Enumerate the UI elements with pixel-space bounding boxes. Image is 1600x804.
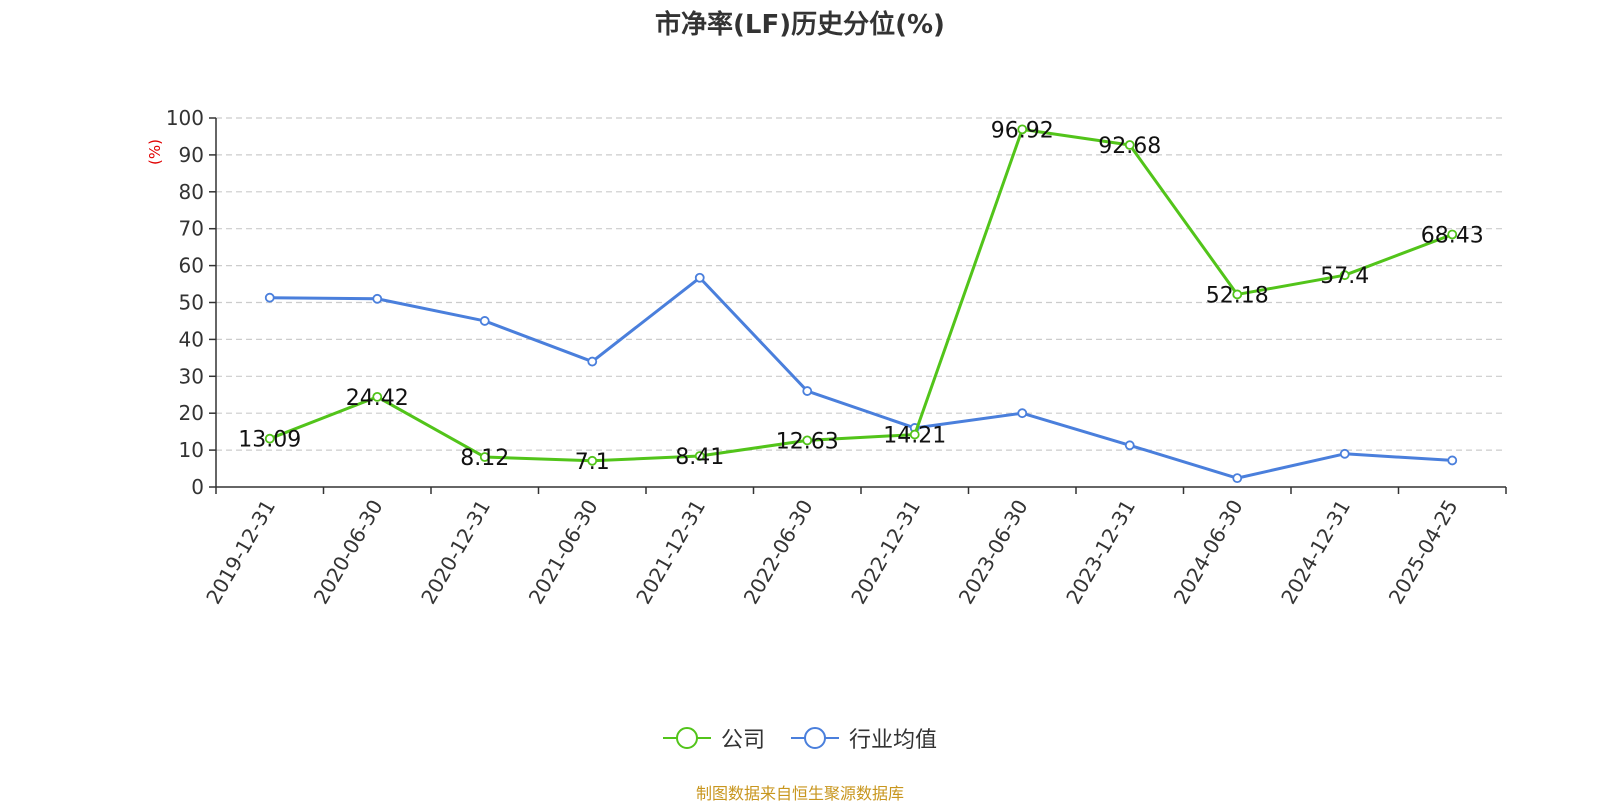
x-tick-label: 2021-06-30 (524, 496, 603, 609)
x-tick-label: 2020-06-30 (309, 496, 388, 609)
y-tick-label: 60 (179, 254, 204, 278)
data-point-company (264, 433, 275, 444)
data-label: 7.1 (575, 450, 610, 475)
data-point-industry (1124, 440, 1135, 451)
y-tick-label: 30 (179, 364, 204, 388)
data-point-industry (802, 386, 813, 396)
x-tick-label: 2025-04-25 (1384, 496, 1463, 609)
x-tick-label: 2019-12-31 (201, 496, 280, 609)
data-label: 14.21 (883, 424, 946, 449)
data-label: 24.42 (346, 386, 409, 411)
data-label: 8.41 (675, 445, 724, 470)
data-label: 57.4 (1320, 264, 1369, 289)
legend-label-industry: 行业均值 (849, 728, 938, 753)
y-tick-label: 80 (179, 180, 204, 204)
data-point-company (1232, 289, 1243, 300)
x-tick-label: 2022-06-30 (739, 496, 818, 609)
data-labels: 13.09 24.42 8.12 7.1 8.41 12.63 14.21 96.92 92.6… (238, 118, 1483, 474)
series-line-company (269, 127, 1453, 463)
chart-title: 市净率(LF)历史分位(%) (655, 10, 945, 40)
data-point-company (1447, 229, 1458, 240)
x-tick-label: 2024-12-31 (1276, 496, 1355, 609)
data-point-industry (372, 293, 383, 304)
data-label: 8.12 (460, 446, 509, 471)
legend-item-company[interactable]: 公司 (662, 722, 765, 754)
legend-company-marker-icon (662, 727, 711, 749)
data-label: 13.09 (238, 428, 301, 453)
legend-label-company: 公司 (720, 728, 765, 753)
x-tick-label: 2021-12-31 (631, 496, 710, 609)
y-tick-label: 10 (179, 438, 204, 462)
legend-item-industry[interactable]: 行业均值 (791, 722, 937, 754)
y-axis-title: (%) (146, 139, 164, 165)
data-point-company (802, 435, 813, 446)
series-line-industry (269, 276, 1453, 480)
data-point-industry (1232, 473, 1243, 484)
data-point-industry (1447, 455, 1458, 466)
data-point-company (587, 455, 598, 466)
legend: 公司 行业均值 (0, 722, 1600, 754)
data-point-company (1017, 124, 1028, 135)
series-lines (264, 124, 1458, 484)
data-label: 96.92 (991, 118, 1054, 143)
data-label: 12.63 (776, 429, 839, 454)
y-tick-label: 40 (179, 327, 204, 351)
data-point-company (479, 452, 490, 462)
data-point-industry (694, 272, 705, 283)
source-note: 制图数据来自恒生聚源数据库 (695, 784, 904, 803)
data-label: 52.18 (1206, 283, 1269, 308)
data-point-industry (587, 356, 598, 367)
legend-industry-marker-icon (791, 727, 839, 749)
data-point-industry (479, 316, 490, 326)
y-tick-label: 20 (179, 401, 204, 425)
x-tick-label: 2024-06-30 (1169, 496, 1248, 609)
data-point-industry (1339, 448, 1350, 459)
y-tick-label: 0 (191, 475, 204, 499)
data-label: 68.43 (1421, 223, 1484, 248)
data-point-company (372, 391, 383, 402)
data-point-company (1124, 140, 1135, 150)
x-tick-label: 2022-12-31 (846, 496, 925, 609)
y-tick-label: 50 (179, 291, 204, 315)
data-point-industry (1017, 408, 1028, 419)
x-tick-label: 2023-12-31 (1061, 496, 1140, 609)
data-point-company (1339, 270, 1350, 281)
data-label: 92.68 (1098, 134, 1161, 159)
data-point-industry (264, 292, 275, 303)
x-tick-label: 2023-06-30 (954, 496, 1033, 609)
data-point-company (909, 429, 920, 440)
x-tick-label: 2020-12-31 (416, 496, 495, 609)
y-tick-label: 90 (179, 143, 204, 167)
data-point-company (694, 451, 705, 461)
y-tick-label: 70 (179, 217, 204, 241)
y-tick-label: 100 (166, 106, 204, 130)
gridlines (216, 117, 1506, 451)
axes: 0 10 20 30 40 50 60 70 80 90 100(%) 2019-12-31 2020-… (146, 106, 1507, 609)
